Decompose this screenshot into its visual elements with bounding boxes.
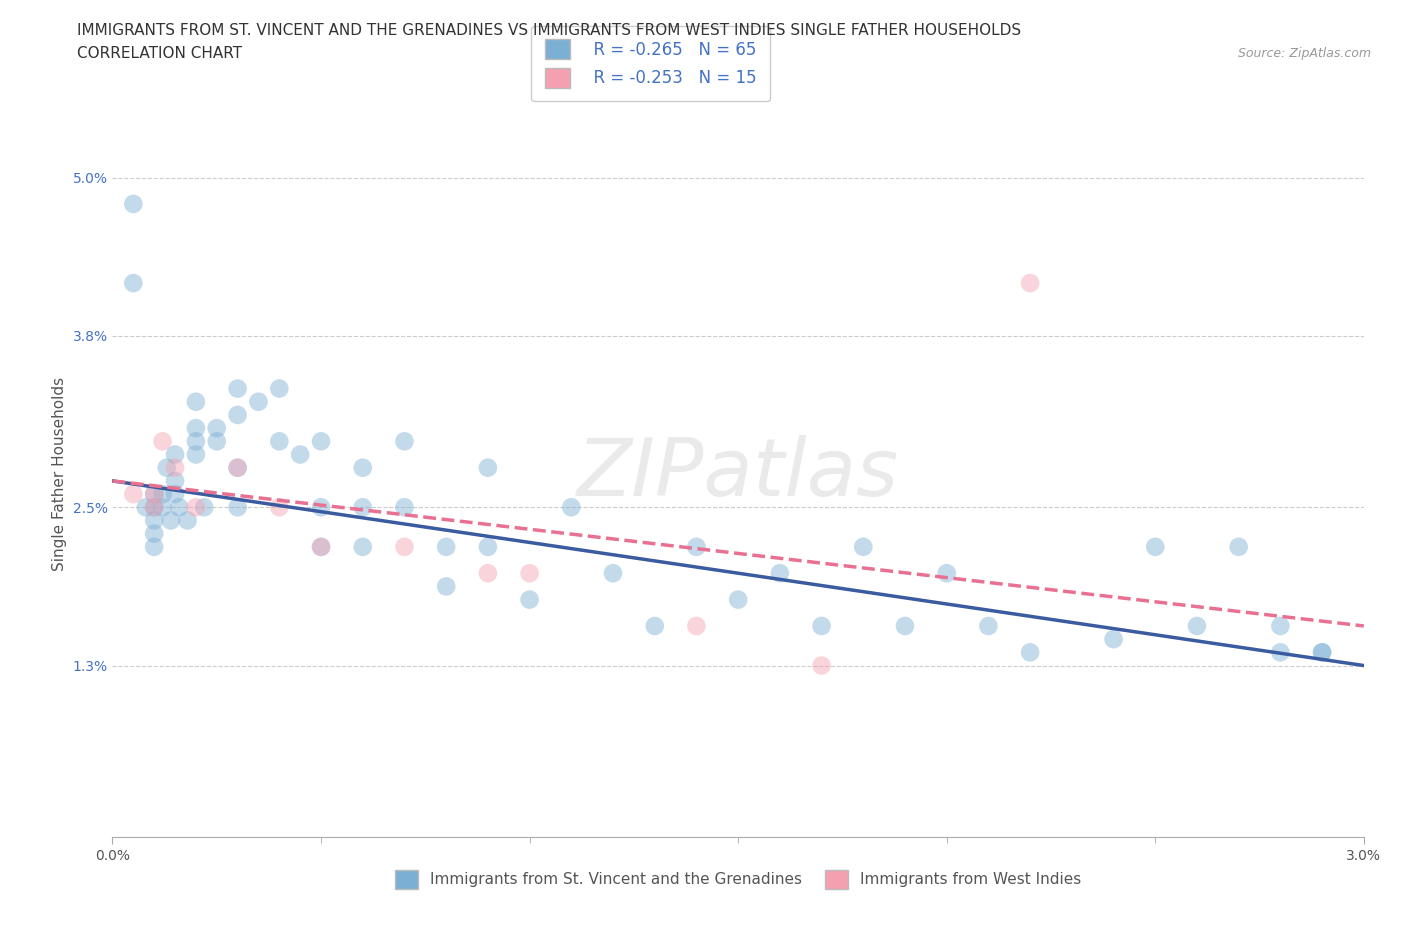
Point xyxy=(394,539,416,554)
Point xyxy=(165,447,187,462)
Point xyxy=(309,539,332,554)
Point xyxy=(685,539,707,554)
Point xyxy=(122,486,145,501)
Point xyxy=(1270,618,1292,633)
Point xyxy=(122,196,145,211)
Point xyxy=(165,460,187,475)
Point xyxy=(122,275,145,290)
Point xyxy=(394,499,416,514)
Point xyxy=(176,513,198,528)
Point xyxy=(560,499,582,514)
Point xyxy=(165,486,187,501)
Point xyxy=(160,513,183,528)
Point xyxy=(143,486,166,501)
Point xyxy=(309,434,332,449)
Point xyxy=(143,486,166,501)
Text: ZIPatlas: ZIPatlas xyxy=(576,435,900,513)
Point xyxy=(152,499,174,514)
Text: CORRELATION CHART: CORRELATION CHART xyxy=(77,46,242,61)
Point xyxy=(769,565,792,580)
Point xyxy=(152,486,174,501)
Point xyxy=(309,499,332,514)
Point xyxy=(205,420,228,435)
Point xyxy=(247,394,270,409)
Point xyxy=(184,420,207,435)
Point xyxy=(184,394,207,409)
Point xyxy=(434,539,457,554)
Legend: Immigrants from St. Vincent and the Grenadines, Immigrants from West Indies: Immigrants from St. Vincent and the Gren… xyxy=(389,864,1087,895)
Point xyxy=(290,447,312,462)
Point xyxy=(352,539,374,554)
Point xyxy=(727,592,749,607)
Point xyxy=(977,618,1000,633)
Point xyxy=(1019,644,1042,659)
Point xyxy=(644,618,666,633)
Point xyxy=(1144,539,1167,554)
Point xyxy=(143,499,166,514)
Point xyxy=(519,592,541,607)
Point xyxy=(184,499,207,514)
Point xyxy=(226,381,249,396)
Point xyxy=(152,434,174,449)
Point xyxy=(685,618,707,633)
Point xyxy=(894,618,917,633)
Point xyxy=(269,434,291,449)
Point xyxy=(184,447,207,462)
Point xyxy=(167,499,190,514)
Point xyxy=(519,565,541,580)
Text: IMMIGRANTS FROM ST. VINCENT AND THE GRENADINES VS IMMIGRANTS FROM WEST INDIES SI: IMMIGRANTS FROM ST. VINCENT AND THE GREN… xyxy=(77,23,1021,38)
Point xyxy=(269,499,291,514)
Point xyxy=(226,460,249,475)
Point xyxy=(1185,618,1208,633)
Point xyxy=(1227,539,1250,554)
Point xyxy=(143,499,166,514)
Point xyxy=(165,473,187,488)
Point xyxy=(1310,644,1333,659)
Point xyxy=(226,499,249,514)
Y-axis label: Single Father Households: Single Father Households xyxy=(52,378,67,571)
Point xyxy=(352,499,374,514)
Point xyxy=(810,618,832,633)
Point xyxy=(434,579,457,594)
Point xyxy=(156,460,179,475)
Point xyxy=(143,526,166,541)
Point xyxy=(184,434,207,449)
Point xyxy=(1019,275,1042,290)
Point xyxy=(394,434,416,449)
Point xyxy=(477,460,499,475)
Point xyxy=(135,499,157,514)
Point xyxy=(602,565,624,580)
Point xyxy=(143,539,166,554)
Point xyxy=(810,658,832,673)
Text: Source: ZipAtlas.com: Source: ZipAtlas.com xyxy=(1237,46,1371,60)
Point xyxy=(269,381,291,396)
Point xyxy=(852,539,875,554)
Point xyxy=(193,499,215,514)
Point xyxy=(1310,644,1333,659)
Point xyxy=(1270,644,1292,659)
Point xyxy=(477,565,499,580)
Point xyxy=(477,539,499,554)
Point xyxy=(1102,631,1125,646)
Point xyxy=(309,539,332,554)
Point xyxy=(226,460,249,475)
Point xyxy=(935,565,957,580)
Point xyxy=(205,434,228,449)
Point xyxy=(352,460,374,475)
Point xyxy=(226,407,249,422)
Point xyxy=(143,513,166,528)
